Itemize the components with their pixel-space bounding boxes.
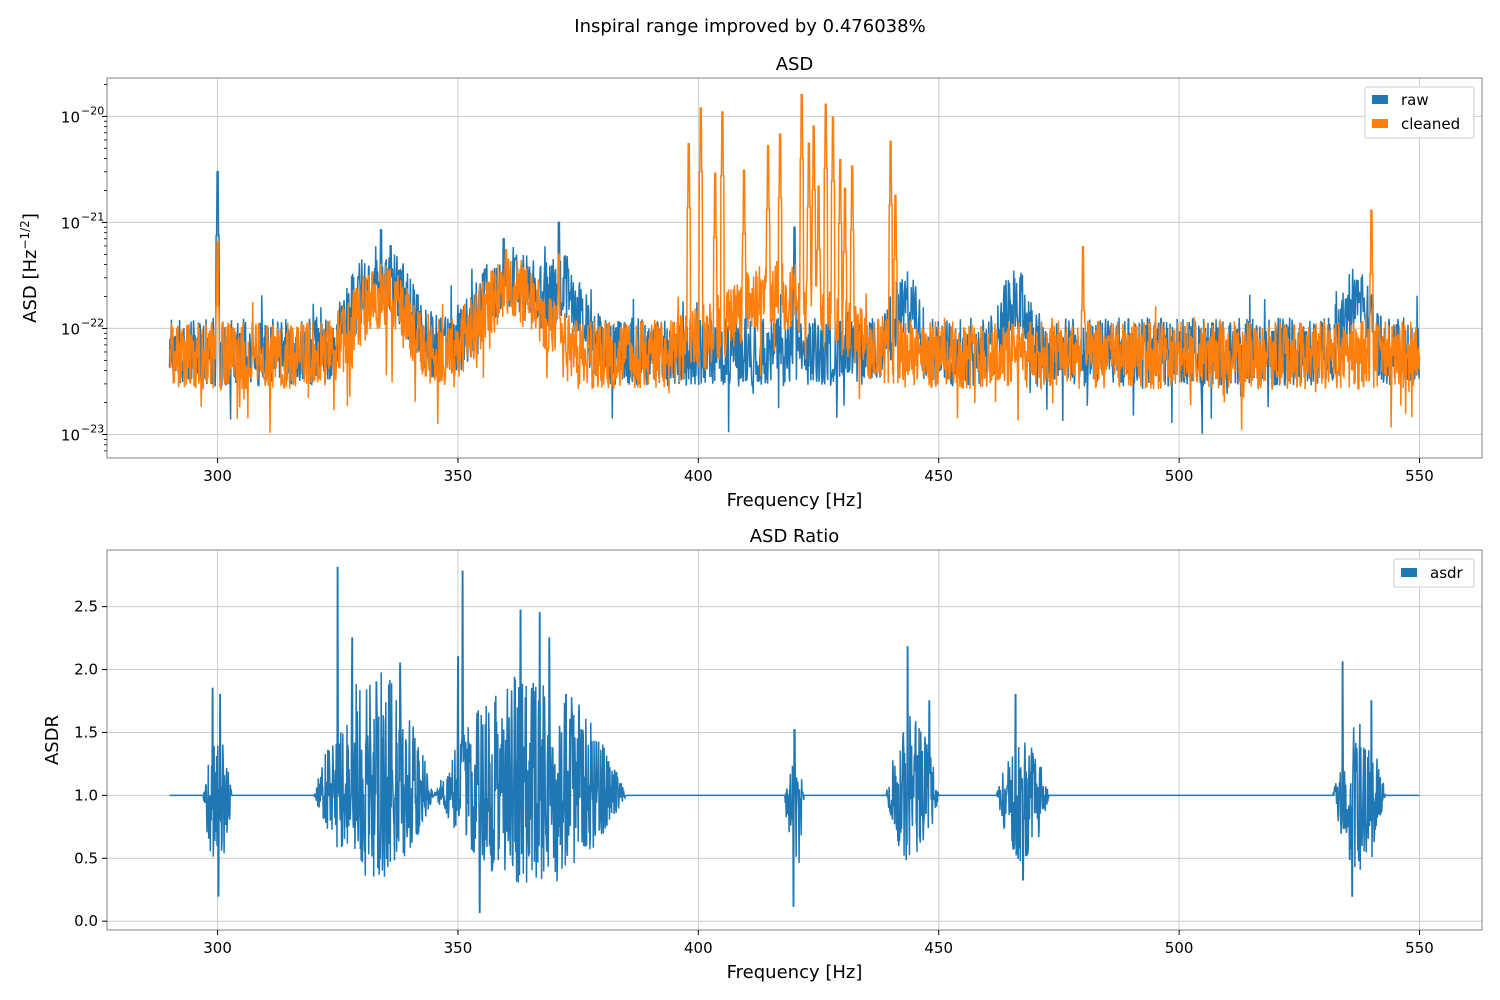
x-tick-label: 350 [444, 467, 473, 485]
series-line-asdr [169, 566, 1420, 914]
asd-ratio-ylabel: ASDR [42, 715, 63, 765]
y-tick-label: 10 [61, 320, 80, 338]
legend-label-cleaned: cleaned [1401, 115, 1460, 133]
x-tick-label: 450 [924, 939, 953, 957]
y-tick-label: 10 [61, 214, 80, 232]
asd-axes-frame [106, 77, 1483, 459]
y-tick-label: 10 [61, 426, 80, 444]
y-tick-label: 1.5 [74, 723, 98, 741]
asd-ratio-title: ASD Ratio [750, 526, 840, 547]
y-tick-label: 0.5 [74, 849, 98, 867]
y-tick-label: 2.0 [74, 661, 98, 679]
x-tick-label: 300 [203, 467, 232, 485]
x-tick-label: 400 [684, 939, 713, 957]
asd-ratio-axes-frame [106, 549, 1483, 931]
asd-legend: raw cleaned [1364, 86, 1475, 139]
legend-label-asdr: asdr [1430, 564, 1464, 582]
asd-ylabel: ASD [Hz−1/2] [18, 213, 41, 323]
figure-suptitle: Inspiral range improved by 0.476038% [574, 16, 926, 37]
asd-ratio-legend: asdr [1393, 558, 1475, 588]
asd-ratio-legend-box [1393, 558, 1475, 588]
asd-title: ASD [776, 54, 814, 75]
series-line-cleaned [168, 93, 1421, 433]
x-tick-label: 300 [203, 939, 232, 957]
legend-swatch-asdr [1401, 568, 1417, 577]
y-tick-exponent: −20 [81, 104, 104, 117]
asd-legend-box [1364, 86, 1475, 139]
x-tick-label: 500 [1165, 939, 1194, 957]
y-tick-label: 2.5 [74, 598, 98, 616]
legend-swatch-raw [1372, 95, 1388, 104]
x-tick-label: 450 [924, 467, 953, 485]
y-tick-label: 10 [61, 108, 80, 126]
x-tick-label: 500 [1165, 467, 1194, 485]
x-tick-label: 550 [1405, 939, 1434, 957]
legend-swatch-cleaned [1372, 119, 1388, 128]
series-line-raw [168, 171, 1421, 434]
y-tick-label: 1.0 [74, 786, 98, 804]
legend-label-raw: raw [1401, 91, 1429, 109]
x-tick-label: 350 [444, 939, 473, 957]
asd-ratio-axes: 300 350 400 450 500 550 0.0 0.5 1.0 1.5 2.0 2.5 ASD … [42, 526, 1483, 983]
y-tick-exponent: −21 [81, 210, 104, 223]
asd-xlabel: Frequency [Hz] [727, 490, 863, 511]
y-tick-label: 0.0 [74, 912, 98, 930]
asd-ylabel-exponent: −1/2 [18, 220, 32, 249]
y-tick-exponent: −23 [81, 422, 104, 435]
x-tick-label: 550 [1405, 467, 1434, 485]
asd-ylabel-close: ] [20, 213, 41, 220]
asd-ratio-xlabel: Frequency [Hz] [727, 962, 863, 983]
y-tick-exponent: −22 [81, 316, 104, 329]
x-tick-label: 400 [684, 467, 713, 485]
